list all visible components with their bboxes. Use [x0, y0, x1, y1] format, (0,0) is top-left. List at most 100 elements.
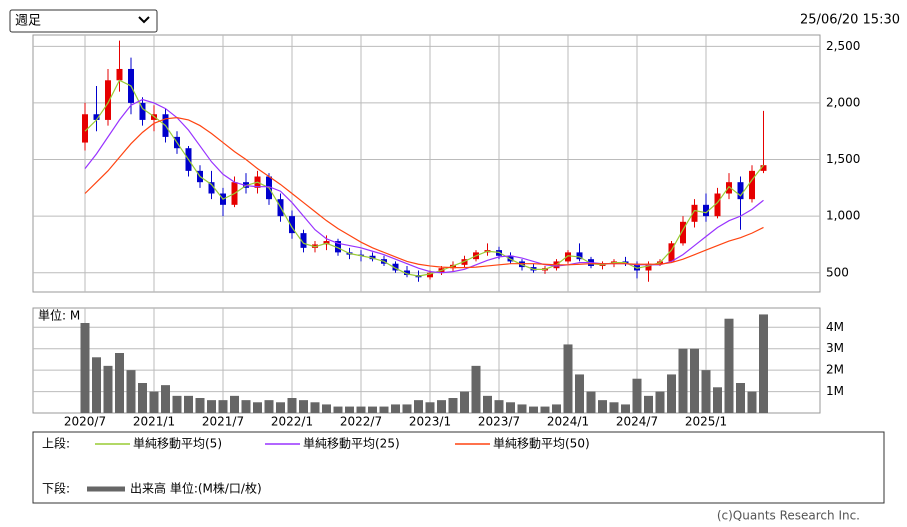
candle-body — [737, 182, 744, 200]
x-tick-label: 2023/7 — [478, 415, 520, 429]
candle-body — [680, 221, 686, 244]
candle-body — [404, 270, 410, 276]
volume-bar — [184, 395, 193, 413]
volume-bar — [287, 398, 297, 413]
legend-label: 上段: — [42, 436, 70, 451]
volume-bar — [92, 357, 101, 413]
y-tick-label: 1,500 — [826, 152, 860, 166]
volume-bar — [644, 395, 653, 413]
volume-bar — [678, 348, 688, 413]
volume-bar — [506, 402, 515, 413]
select-arrow[interactable] — [138, 16, 150, 24]
volume-bar — [460, 391, 469, 413]
candle-body — [691, 204, 698, 222]
volume-bar — [333, 406, 343, 413]
x-tick-label: 2022/1 — [271, 415, 313, 429]
y-tick-label: 4M — [826, 320, 844, 334]
y-tick-label: 2,500 — [826, 39, 860, 53]
volume-bar — [667, 374, 676, 413]
candle-body — [116, 68, 123, 81]
volume-bar — [161, 385, 170, 413]
candle-body — [565, 252, 571, 262]
x-tick-label: 2025/1 — [685, 415, 727, 429]
candle-body — [576, 252, 583, 260]
volume-bar — [310, 402, 320, 413]
volume-bar — [230, 395, 239, 413]
volume-bar — [391, 404, 400, 413]
volume-bar — [494, 400, 504, 413]
x-tick-label: 2021/7 — [202, 415, 244, 429]
candle-body — [208, 182, 215, 194]
volume-bar — [563, 344, 573, 413]
volume-bar — [655, 391, 665, 413]
volume-bar — [402, 404, 412, 413]
legend-entry: 単純移動平均(5) — [133, 437, 222, 451]
y-tick-label: 3M — [826, 341, 844, 355]
candle-body — [392, 263, 399, 271]
copyright: (c)Quants Research Inc. — [717, 509, 860, 523]
legend-label: 下段: — [42, 481, 70, 496]
volume-bar — [598, 400, 607, 413]
period-select[interactable] — [9, 9, 158, 33]
volume-bar — [701, 370, 711, 413]
candle-body — [749, 170, 755, 200]
volume-bar — [80, 323, 90, 413]
volume-bar — [437, 400, 446, 413]
volume-bar — [575, 374, 584, 413]
unit-label: 単位: M — [38, 308, 80, 323]
volume-bar — [448, 398, 458, 413]
x-tick-label: 2023/1 — [409, 415, 451, 429]
volume-bar — [713, 387, 722, 413]
y-tick-label: 2M — [826, 363, 844, 377]
volume-bar — [552, 404, 561, 413]
candle-body — [668, 243, 675, 262]
candle-body — [634, 263, 640, 271]
volume-bar — [425, 402, 435, 413]
volume-bar — [138, 383, 147, 413]
legend-entry: 単純移動平均(25) — [303, 437, 400, 451]
legend-entry: 単純移動平均(50) — [493, 437, 590, 451]
volume-bar — [126, 370, 136, 413]
volume-bar — [724, 318, 734, 413]
timestamp: 25/06/20 15:30 — [800, 13, 900, 28]
candle-body — [335, 241, 341, 253]
volume-bar — [483, 395, 492, 413]
x-tick-label: 2020/7 — [64, 415, 106, 429]
volume-bar — [345, 406, 354, 413]
volume-bar — [115, 353, 124, 413]
candle-body — [139, 102, 146, 120]
volume-bar — [103, 365, 113, 413]
x-tick-label: 2024/1 — [547, 415, 589, 429]
volume-bar — [379, 406, 389, 413]
volume-bar — [621, 404, 630, 413]
y-tick-label: 2,000 — [826, 95, 860, 109]
volume-bar — [517, 404, 527, 413]
legend-entry: 出来高 単位:(M株/口/枚) — [130, 481, 262, 496]
volume-bar — [356, 406, 366, 413]
candle-body — [300, 233, 307, 248]
volume-bar — [759, 314, 768, 413]
volume-bar — [241, 400, 251, 413]
volume-bar — [172, 395, 182, 413]
ma-line — [84, 117, 764, 269]
candle-body — [645, 263, 652, 271]
volume-bar — [690, 348, 699, 413]
volume-bar — [529, 406, 538, 413]
price-panel — [32, 34, 821, 293]
candle-body — [427, 272, 433, 278]
candle-body — [703, 204, 709, 217]
candle-body — [726, 182, 732, 194]
candle-body — [82, 114, 88, 143]
volume-bar — [299, 400, 308, 413]
volume-bar — [322, 404, 331, 413]
volume-bar — [253, 402, 262, 413]
x-tick-label: 2021/1 — [133, 415, 175, 429]
volume-bar — [471, 365, 481, 413]
volume-bar — [747, 391, 757, 413]
period-select-label[interactable]: 週足 — [15, 14, 41, 29]
volume-bar — [414, 400, 423, 413]
candle-body — [714, 193, 721, 217]
volume-bar — [736, 383, 745, 413]
